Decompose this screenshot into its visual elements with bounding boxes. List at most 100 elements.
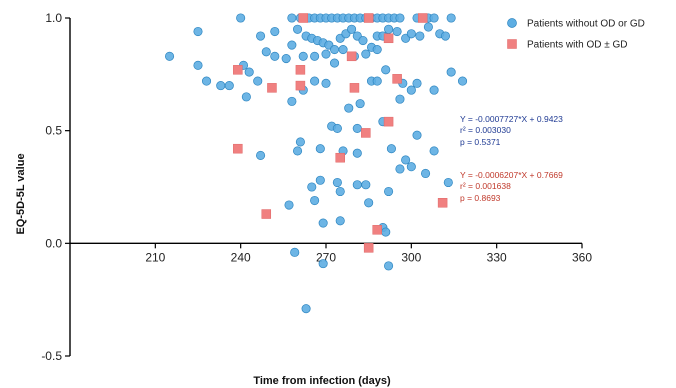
data-point-without-od: [244, 67, 254, 77]
data-point-without-od: [446, 67, 456, 77]
data-point-without-od: [318, 218, 328, 228]
data-point-with-od: [363, 243, 374, 253]
data-point-without-od: [310, 195, 320, 206]
data-point-without-od: [261, 47, 271, 57]
legend-circle-marker: [507, 18, 517, 28]
data-point-without-od: [412, 78, 422, 88]
data-point-without-od: [429, 146, 439, 156]
y-tick-label: 0.5: [45, 124, 62, 138]
data-point-without-od: [295, 137, 305, 147]
legend: Patients without OD or GD Patients with …: [507, 18, 645, 51]
data-point-without-od: [332, 177, 342, 188]
data-point-without-od: [298, 51, 308, 61]
data-point-without-od: [429, 13, 439, 23]
data-point-without-od: [315, 175, 325, 185]
data-point-with-od: [295, 80, 306, 91]
data-point-without-od: [401, 155, 411, 165]
data-point-without-od: [256, 150, 266, 161]
data-point-without-od: [216, 81, 226, 91]
x-tick-label: 210: [145, 250, 165, 264]
data-point-without-od: [364, 198, 374, 208]
data-point-with-od: [383, 33, 394, 44]
data-point-without-od: [253, 76, 263, 86]
data-point-without-od: [361, 49, 371, 59]
data-point-without-od: [381, 65, 391, 75]
data-point-without-od: [236, 13, 246, 23]
data-point-without-od: [193, 26, 203, 37]
data-point-with-od: [295, 65, 306, 75]
data-point-without-od: [310, 76, 320, 86]
data-point-without-od: [457, 76, 468, 86]
data-point-without-od: [381, 227, 391, 237]
y-tick-label: 1.0: [45, 11, 62, 25]
regression-p-value: p = 0.5371: [460, 137, 501, 147]
legend-label-with-od: Patients with OD ± GD: [527, 40, 628, 51]
data-point-without-od: [329, 44, 340, 55]
data-point-without-od: [344, 103, 354, 113]
data-point-without-od: [165, 51, 175, 61]
data-point-with-od: [437, 198, 448, 208]
legend-label-without-od: Patients without OD or GD: [527, 19, 645, 30]
data-point-without-od: [440, 31, 451, 41]
axes: -0.50.00.51.0 210 240 270 300 330 360: [41, 11, 592, 363]
data-point-without-od: [287, 13, 297, 23]
data-point-without-od: [287, 40, 297, 50]
regression-equation: Y = -0.0006207*X + 0.7669: [460, 170, 563, 180]
data-point-without-od: [338, 44, 348, 55]
data-point-without-od: [201, 76, 212, 86]
data-point-with-od: [383, 116, 394, 127]
x-tick-label: 330: [487, 250, 507, 264]
data-point-without-od: [395, 13, 405, 23]
data-point-without-od: [318, 259, 328, 269]
data-point-without-od: [406, 162, 416, 172]
y-tick-label: 0.0: [45, 236, 62, 250]
data-point-with-od: [233, 143, 243, 154]
x-tick-label: 300: [401, 250, 421, 264]
data-point-without-od: [358, 35, 368, 46]
data-point-without-od: [384, 261, 394, 271]
y-axis-title: EQ-5D-5L value: [15, 153, 27, 234]
data-point-without-od: [290, 247, 300, 257]
data-point-without-od: [384, 186, 394, 197]
data-point-without-od: [395, 94, 405, 104]
data-point-without-od: [256, 31, 266, 41]
data-point-without-od: [361, 180, 371, 190]
data-point-with-od: [261, 209, 272, 219]
data-point-with-od: [233, 65, 243, 75]
data-point-without-od: [293, 146, 303, 156]
regression-annotations: Y = -0.0007727*X + 0.9423 r² = 0.003030 …: [460, 114, 563, 203]
data-point-without-od: [301, 304, 311, 314]
data-point-without-od: [335, 186, 345, 197]
data-point-without-od: [412, 130, 422, 140]
data-point-without-od: [193, 60, 203, 70]
data-point-without-od: [423, 22, 433, 32]
data-point-without-od: [352, 123, 362, 133]
data-point-without-od: [372, 44, 382, 55]
regression-with-od: Y = -0.0006207*X + 0.7669 r² = 0.001638 …: [460, 170, 563, 203]
data-point-without-od: [315, 144, 325, 154]
data-point-with-od: [363, 13, 374, 23]
y-axis-ticks: -0.5 0.0 0.5 1.0: [41, 11, 70, 363]
data-point-without-od: [321, 78, 331, 88]
data-point-without-od: [352, 180, 362, 190]
regression-without-od: Y = -0.0007727*X + 0.9423 r² = 0.003030 …: [460, 114, 563, 147]
data-point-without-od: [281, 54, 291, 64]
x-tick-label: 360: [572, 250, 592, 264]
data-point-without-od: [352, 148, 362, 158]
data-point-without-od: [392, 26, 402, 37]
data-point-without-od: [347, 24, 357, 34]
y-tick-label: -0.5: [41, 349, 62, 363]
regression-r-squared: r² = 0.003030: [460, 125, 511, 135]
data-point-without-od: [270, 51, 280, 61]
data-point-with-od: [361, 128, 371, 138]
legend-entry-with-od: Patients with OD ± GD: [507, 39, 628, 51]
data-point-without-od: [386, 144, 396, 154]
data-point-without-od: [241, 92, 251, 102]
data-point-without-od: [335, 216, 345, 226]
data-point-without-od: [384, 24, 394, 34]
data-point-with-od: [335, 152, 345, 163]
x-tick-label: 240: [231, 250, 251, 264]
data-point-with-od: [298, 13, 308, 23]
data-point-without-od: [329, 58, 340, 68]
